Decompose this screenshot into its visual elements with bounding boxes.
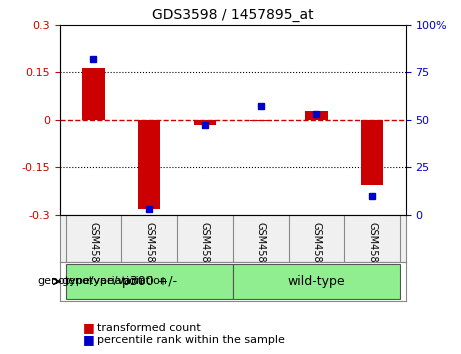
Bar	[361, 120, 384, 184]
Title: GDS3598 / 1457895_at: GDS3598 / 1457895_at	[152, 8, 313, 22]
Text: transformed count: transformed count	[97, 323, 201, 333]
Text: GSM458551: GSM458551	[312, 222, 321, 281]
Bar	[305, 111, 328, 120]
Text: ■: ■	[83, 333, 95, 346]
Text: ■: ■	[83, 321, 95, 334]
Text: GSM458548: GSM458548	[144, 222, 154, 281]
Text: p300 +/-: p300 +/-	[122, 275, 177, 288]
Text: GSM458550: GSM458550	[256, 222, 266, 281]
Text: GSM458549: GSM458549	[200, 222, 210, 281]
Bar	[82, 68, 105, 120]
Bar	[138, 120, 160, 209]
Text: GSM458552: GSM458552	[367, 222, 377, 281]
FancyBboxPatch shape	[65, 264, 233, 299]
Text: genotype/variation: genotype/variation	[61, 276, 167, 286]
FancyBboxPatch shape	[233, 264, 400, 299]
Text: genotype/variation: genotype/variation	[38, 276, 144, 286]
Text: GSM458547: GSM458547	[89, 222, 98, 281]
Bar	[249, 120, 272, 121]
Bar	[194, 120, 216, 125]
Text: wild-type: wild-type	[288, 275, 345, 288]
Text: percentile rank within the sample: percentile rank within the sample	[97, 335, 285, 346]
